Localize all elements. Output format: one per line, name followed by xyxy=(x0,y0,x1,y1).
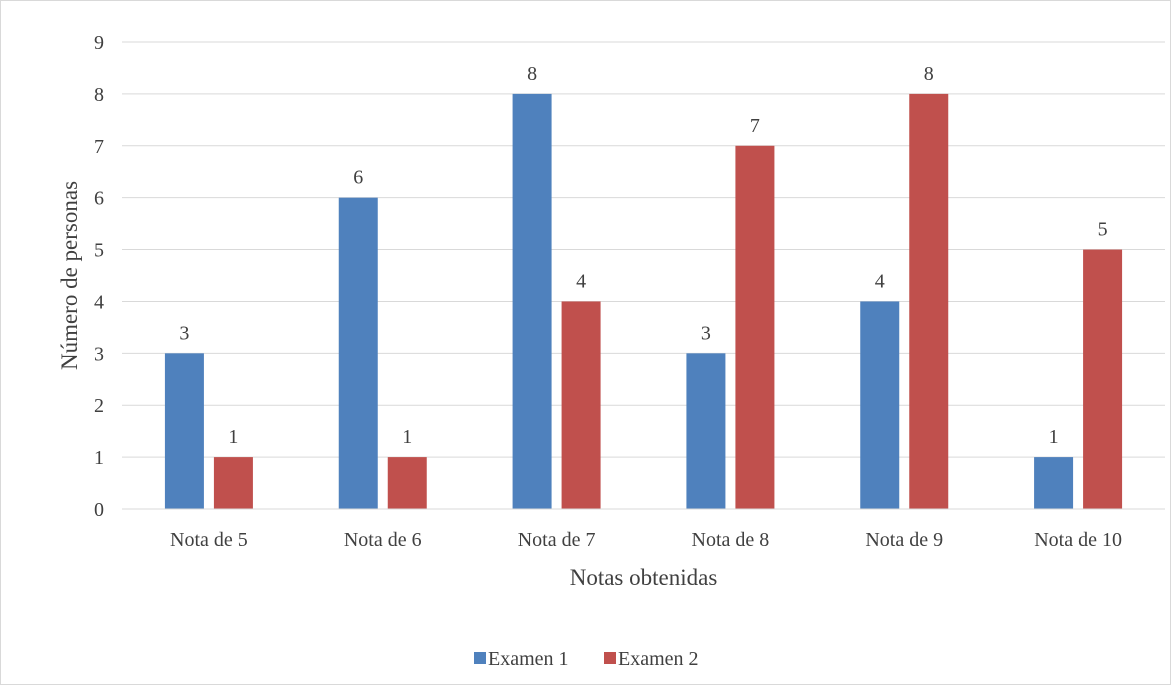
x-axis-ticks: Nota de 5 Nota de 6 Nota de 7 Nota de 8 Nota… xyxy=(170,529,1122,551)
data-label: 6 xyxy=(353,167,363,189)
data-label: 3 xyxy=(701,322,711,344)
bar-1 xyxy=(164,353,204,509)
data-label: 4 xyxy=(875,270,885,292)
bar-1 xyxy=(338,197,378,509)
data-label: 8 xyxy=(924,63,934,85)
bar-2 xyxy=(387,457,427,509)
data-label: 1 xyxy=(402,426,412,448)
y-axis-title: Número de personas xyxy=(57,181,82,370)
x-tick-label: Nota de 8 xyxy=(692,529,770,551)
x-tick-label: Nota de 7 xyxy=(518,529,596,551)
data-label: 4 xyxy=(576,270,586,292)
data-label: 8 xyxy=(527,63,537,85)
legend-label: Examen 2 xyxy=(618,648,699,670)
x-tick-label: Nota de 9 xyxy=(865,529,943,551)
bar-2 xyxy=(735,145,775,509)
data-label: 5 xyxy=(1098,219,1108,241)
bar-1 xyxy=(1034,457,1074,509)
x-tick-label: Nota de 6 xyxy=(344,529,422,551)
y-axis-ticks: 0 1 2 3 4 5 6 7 8 9 xyxy=(94,32,104,521)
y-tick-label: 8 xyxy=(94,84,104,106)
y-tick-label: 1 xyxy=(94,447,104,469)
legend-label: Examen 1 xyxy=(488,648,569,670)
legend-swatch xyxy=(604,652,616,664)
data-label: 3 xyxy=(179,322,189,344)
data-label: 1 xyxy=(1049,426,1059,448)
bar-1 xyxy=(686,353,726,509)
y-tick-label: 9 xyxy=(94,32,104,54)
bars xyxy=(164,93,1123,510)
data-label: 7 xyxy=(750,115,760,137)
y-tick-label: 4 xyxy=(94,291,104,313)
x-tick-label: Nota de 5 xyxy=(170,529,248,551)
y-tick-label: 7 xyxy=(94,136,104,158)
gridlines xyxy=(122,41,1165,458)
legend-swatch xyxy=(474,652,486,664)
data-label: 1 xyxy=(228,426,238,448)
bar-2 xyxy=(1083,249,1123,510)
y-tick-label: 6 xyxy=(94,188,104,210)
bar-2 xyxy=(213,457,253,509)
data-labels: 3 1 6 1 8 4 3 7 4 8 1 5 xyxy=(179,63,1107,448)
y-tick-label: 5 xyxy=(94,240,104,262)
bar-1 xyxy=(860,301,900,509)
bar-2 xyxy=(561,301,601,509)
y-tick-label: 0 xyxy=(94,499,104,521)
bar-2 xyxy=(909,93,949,509)
y-tick-label: 3 xyxy=(94,343,104,365)
legend: Examen 1 Examen 2 xyxy=(474,648,699,670)
y-tick-label: 2 xyxy=(94,395,104,417)
x-axis-title: Notas obtenidas xyxy=(570,565,718,590)
bar-1 xyxy=(512,93,552,509)
x-tick-label: Nota de 10 xyxy=(1034,529,1122,551)
